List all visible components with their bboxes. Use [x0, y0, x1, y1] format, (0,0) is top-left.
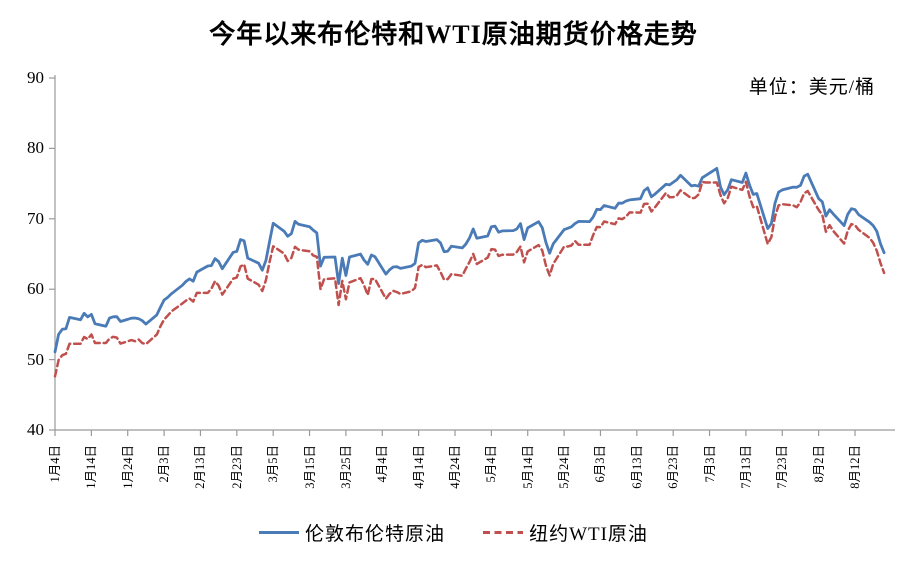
chart-title: 今年以来布伦特和WTI原油期货价格走势: [209, 20, 698, 49]
legend-label-brent: 伦敦布伦特原油: [305, 524, 446, 545]
y-axis-tick-label: 40: [27, 420, 44, 439]
legend-label-wti: 纽约WTI原油: [529, 524, 648, 545]
legend-item-wti: 纽约WTI原油: [483, 519, 648, 546]
legend-sample-brent-line: [259, 531, 300, 534]
y-axis-tick-label: 60: [27, 279, 44, 299]
y-axis-tick-label: 70: [27, 208, 44, 228]
legend-sample-wti-line: [483, 531, 524, 534]
brent-price-line: [53, 166, 886, 354]
wti-price-line: [53, 180, 886, 378]
unit-label: 单位：美元/桶: [748, 77, 875, 98]
legend-item-brent: 伦敦布伦特原油: [259, 519, 445, 546]
y-axis-tick-label: 50: [27, 349, 44, 369]
y-axis-tick-label: 90: [27, 68, 44, 87]
y-axis-tick-label: 80: [27, 138, 44, 158]
legend: 伦敦布伦特原油 纽约WTI原油: [0, 519, 907, 546]
